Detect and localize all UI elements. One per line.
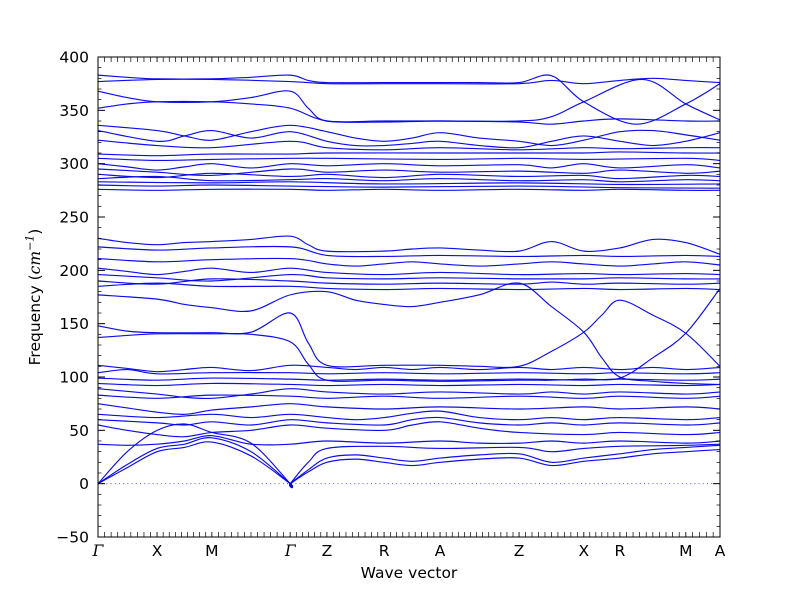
phonon-band [97,151,721,157]
y-axis-label: Frequency (cm−1) [24,229,45,366]
kpoint-label: M [679,542,692,560]
kpoint-label: X [152,542,163,560]
phonon-band [97,394,721,399]
phonon-band [97,382,721,387]
y-tick-label: 100 [59,369,89,387]
phonon-band [97,423,721,489]
phonon-band [97,100,721,125]
kpoint-label: Γ [284,542,297,560]
phonon-band [97,282,721,291]
kpoint-label: Γ [92,542,105,560]
phonon-band [97,157,721,162]
phonon-band [97,441,721,487]
phonon-band [97,435,721,446]
kpoint-label: Z [322,542,333,560]
y-tick-label: 0 [79,475,89,493]
y-tick-label: 300 [59,155,89,173]
phonon-band [97,78,721,123]
phonon-band [97,416,721,426]
y-tick-labels: −50 0 50 100 150 200 250 300 350 400 [56,49,89,547]
phonon-band [97,278,721,285]
kpoint-label: A [435,542,446,560]
phonon-band [97,273,721,282]
y-tick-label: 350 [59,102,89,120]
phonon-band [97,130,721,149]
axis-ticks [97,56,721,538]
phonon-band [97,139,721,151]
phonon-band [97,124,721,147]
kpoint-label: R [614,542,625,560]
y-tick-label: 250 [59,209,89,227]
kpoint-label: A [715,542,726,560]
phonon-band [97,184,721,189]
phonon-bands [97,74,721,489]
phonon-band [97,172,721,180]
x-axis-label: Wave vector [361,564,458,582]
phonon-band [97,421,721,438]
phonon-band [97,299,721,369]
kpoint-label: X [578,542,589,560]
phonon-band [97,388,721,400]
y-tick-label: 400 [59,49,89,67]
y-tick-label: 150 [59,315,89,333]
phonon-band [97,77,721,85]
phonon-band [97,175,721,183]
phonon-band [97,181,721,186]
phonon-band [97,168,721,177]
phonon-band [97,188,721,191]
phonon-band [97,377,721,381]
phonon-band [97,245,721,258]
kpoint-label: Z [514,542,525,560]
y-tick-label: 50 [69,422,89,440]
phonon-band [97,368,721,375]
phonon-band [97,437,721,488]
phonon-band [97,403,721,415]
phonon-band [97,410,721,421]
phonon-band [97,364,721,373]
y-tick-label: −50 [56,529,89,547]
y-tick-label: 200 [59,262,89,280]
phonon-band [97,267,721,276]
phonon-band [97,257,721,267]
phonon-band [97,163,721,171]
phonon-band [97,282,721,386]
kpoint-label: M [205,542,218,560]
kpoint-label: R [379,542,390,560]
phonon-band [97,235,721,255]
phonon-band [97,288,721,382]
